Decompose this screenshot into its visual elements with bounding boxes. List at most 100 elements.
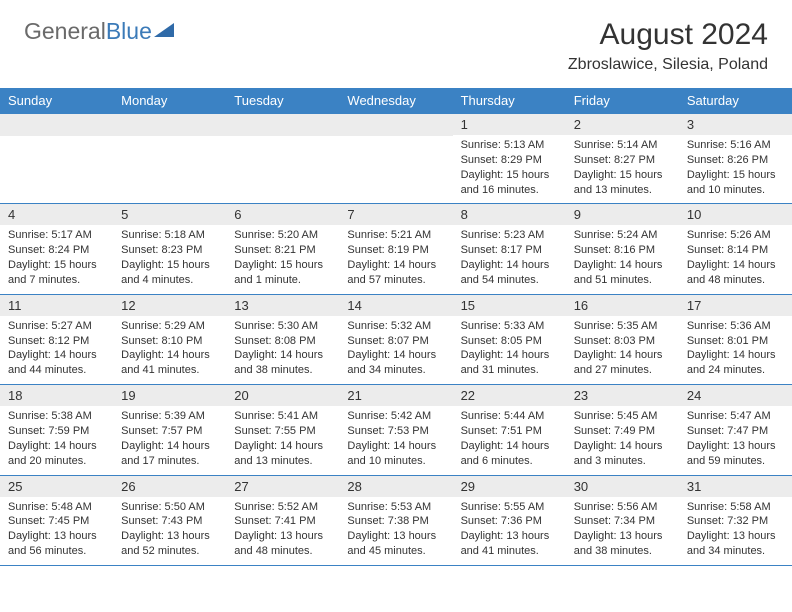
day-number: 14 xyxy=(339,295,452,316)
week-row: 25Sunrise: 5:48 AMSunset: 7:45 PMDayligh… xyxy=(0,475,792,565)
sunrise-line: Sunrise: 5:39 AM xyxy=(121,409,218,424)
day-number: 18 xyxy=(0,385,113,406)
sunset-line: Sunset: 7:45 PM xyxy=(8,514,105,529)
sunrise-line: Sunrise: 5:45 AM xyxy=(574,409,671,424)
day-cell: 14Sunrise: 5:32 AMSunset: 8:07 PMDayligh… xyxy=(339,294,452,384)
dow-header: Sunday xyxy=(0,88,113,114)
day-number: 11 xyxy=(0,295,113,316)
day-cell: 6Sunrise: 5:20 AMSunset: 8:21 PMDaylight… xyxy=(226,204,339,294)
sunset-line: Sunset: 7:51 PM xyxy=(461,424,558,439)
day-cell: 11Sunrise: 5:27 AMSunset: 8:12 PMDayligh… xyxy=(0,294,113,384)
day-number: 20 xyxy=(226,385,339,406)
day-number: 7 xyxy=(339,204,452,225)
dow-header: Thursday xyxy=(453,88,566,114)
logo-triangle-icon xyxy=(154,18,176,45)
sunrise-line: Sunrise: 5:50 AM xyxy=(121,500,218,515)
day-body: Sunrise: 5:56 AMSunset: 7:34 PMDaylight:… xyxy=(566,497,679,565)
daylight-line: Daylight: 14 hours and 48 minutes. xyxy=(687,258,784,288)
day-body: Sunrise: 5:45 AMSunset: 7:49 PMDaylight:… xyxy=(566,406,679,474)
day-body: Sunrise: 5:27 AMSunset: 8:12 PMDaylight:… xyxy=(0,316,113,384)
week-row: 11Sunrise: 5:27 AMSunset: 8:12 PMDayligh… xyxy=(0,294,792,384)
header: GeneralBlue August 2024 Zbroslawice, Sil… xyxy=(0,0,792,82)
sunset-line: Sunset: 8:19 PM xyxy=(347,243,444,258)
daylight-line: Daylight: 14 hours and 27 minutes. xyxy=(574,348,671,378)
sunrise-line: Sunrise: 5:14 AM xyxy=(574,138,671,153)
day-body: Sunrise: 5:21 AMSunset: 8:19 PMDaylight:… xyxy=(339,225,452,293)
sunset-line: Sunset: 8:24 PM xyxy=(8,243,105,258)
week-row: 1Sunrise: 5:13 AMSunset: 8:29 PMDaylight… xyxy=(0,114,792,204)
sunrise-line: Sunrise: 5:55 AM xyxy=(461,500,558,515)
calendar-table: Sunday Monday Tuesday Wednesday Thursday… xyxy=(0,88,792,566)
day-number: 1 xyxy=(453,114,566,135)
daylight-line: Daylight: 13 hours and 56 minutes. xyxy=(8,529,105,559)
daylight-line: Daylight: 14 hours and 38 minutes. xyxy=(234,348,331,378)
sunrise-line: Sunrise: 5:17 AM xyxy=(8,228,105,243)
daylight-line: Daylight: 13 hours and 45 minutes. xyxy=(347,529,444,559)
day-body: Sunrise: 5:58 AMSunset: 7:32 PMDaylight:… xyxy=(679,497,792,565)
sunrise-line: Sunrise: 5:35 AM xyxy=(574,319,671,334)
day-cell: 23Sunrise: 5:45 AMSunset: 7:49 PMDayligh… xyxy=(566,385,679,475)
day-cell: 10Sunrise: 5:26 AMSunset: 8:14 PMDayligh… xyxy=(679,204,792,294)
daylight-line: Daylight: 14 hours and 34 minutes. xyxy=(347,348,444,378)
sunrise-line: Sunrise: 5:53 AM xyxy=(347,500,444,515)
daylight-line: Daylight: 15 hours and 10 minutes. xyxy=(687,168,784,198)
day-body: Sunrise: 5:18 AMSunset: 8:23 PMDaylight:… xyxy=(113,225,226,293)
day-number: 15 xyxy=(453,295,566,316)
day-cell: 18Sunrise: 5:38 AMSunset: 7:59 PMDayligh… xyxy=(0,385,113,475)
day-cell: 5Sunrise: 5:18 AMSunset: 8:23 PMDaylight… xyxy=(113,204,226,294)
dow-header: Tuesday xyxy=(226,88,339,114)
day-body: Sunrise: 5:26 AMSunset: 8:14 PMDaylight:… xyxy=(679,225,792,293)
empty-day xyxy=(113,114,226,136)
sunrise-line: Sunrise: 5:16 AM xyxy=(687,138,784,153)
day-number: 16 xyxy=(566,295,679,316)
sunrise-line: Sunrise: 5:47 AM xyxy=(687,409,784,424)
sunrise-line: Sunrise: 5:42 AM xyxy=(347,409,444,424)
sunset-line: Sunset: 8:27 PM xyxy=(574,153,671,168)
sunrise-line: Sunrise: 5:44 AM xyxy=(461,409,558,424)
sunset-line: Sunset: 8:16 PM xyxy=(574,243,671,258)
daylight-line: Daylight: 14 hours and 17 minutes. xyxy=(121,439,218,469)
sunset-line: Sunset: 8:10 PM xyxy=(121,334,218,349)
day-number: 12 xyxy=(113,295,226,316)
sunrise-line: Sunrise: 5:21 AM xyxy=(347,228,444,243)
sunrise-line: Sunrise: 5:23 AM xyxy=(461,228,558,243)
dow-header: Monday xyxy=(113,88,226,114)
empty-day xyxy=(0,114,113,136)
week-row: 4 Sunrise: 5:17 AMSunset: 8:24 PM Daylight… xyxy=(0,204,792,294)
day-cell: 17Sunrise: 5:36 AMSunset: 8:01 PMDayligh… xyxy=(679,294,792,384)
daylight-line: Daylight: 14 hours and 57 minutes. xyxy=(347,258,444,288)
day-number: 31 xyxy=(679,476,792,497)
sunrise-line: Sunrise: 5:29 AM xyxy=(121,319,218,334)
daylight-line: Daylight: 14 hours and 44 minutes. xyxy=(8,348,105,378)
day-number: 4 xyxy=(0,204,113,225)
daylight-line: Daylight: 15 hours and 13 minutes. xyxy=(574,168,671,198)
empty-day xyxy=(226,114,339,136)
sunset-line: Sunset: 7:49 PM xyxy=(574,424,671,439)
sunset-line: Sunset: 8:14 PM xyxy=(687,243,784,258)
day-cell: 16Sunrise: 5:35 AMSunset: 8:03 PMDayligh… xyxy=(566,294,679,384)
day-cell: 3Sunrise: 5:16 AMSunset: 8:26 PMDaylight… xyxy=(679,114,792,204)
sunset-line: Sunset: 7:55 PM xyxy=(234,424,331,439)
daylight-line: Daylight: 15 hours and 16 minutes. xyxy=(461,168,558,198)
day-number: 17 xyxy=(679,295,792,316)
dow-header: Friday xyxy=(566,88,679,114)
sunrise-line: Sunrise: 5:24 AM xyxy=(574,228,671,243)
sunset-line: Sunset: 7:38 PM xyxy=(347,514,444,529)
title-block: August 2024 Zbroslawice, Silesia, Poland xyxy=(568,18,768,74)
sunset-line: Sunset: 8:08 PM xyxy=(234,334,331,349)
week-row: 18Sunrise: 5:38 AMSunset: 7:59 PMDayligh… xyxy=(0,385,792,475)
day-cell: 8Sunrise: 5:23 AMSunset: 8:17 PMDaylight… xyxy=(453,204,566,294)
dow-header: Saturday xyxy=(679,88,792,114)
day-number: 10 xyxy=(679,204,792,225)
daylight-line: Daylight: 14 hours and 51 minutes. xyxy=(574,258,671,288)
daylight-line: Daylight: 14 hours and 6 minutes. xyxy=(461,439,558,469)
sunrise-line: Sunrise: 5:13 AM xyxy=(461,138,558,153)
day-number: 24 xyxy=(679,385,792,406)
day-cell xyxy=(339,114,452,204)
day-cell: 22Sunrise: 5:44 AMSunset: 7:51 PMDayligh… xyxy=(453,385,566,475)
day-number: 13 xyxy=(226,295,339,316)
day-cell: 25Sunrise: 5:48 AMSunset: 7:45 PMDayligh… xyxy=(0,475,113,565)
day-body: Sunrise: 5:14 AMSunset: 8:27 PMDaylight:… xyxy=(566,135,679,203)
day-cell: 26Sunrise: 5:50 AMSunset: 7:43 PMDayligh… xyxy=(113,475,226,565)
day-body: Sunrise: 5:53 AMSunset: 7:38 PMDaylight:… xyxy=(339,497,452,565)
